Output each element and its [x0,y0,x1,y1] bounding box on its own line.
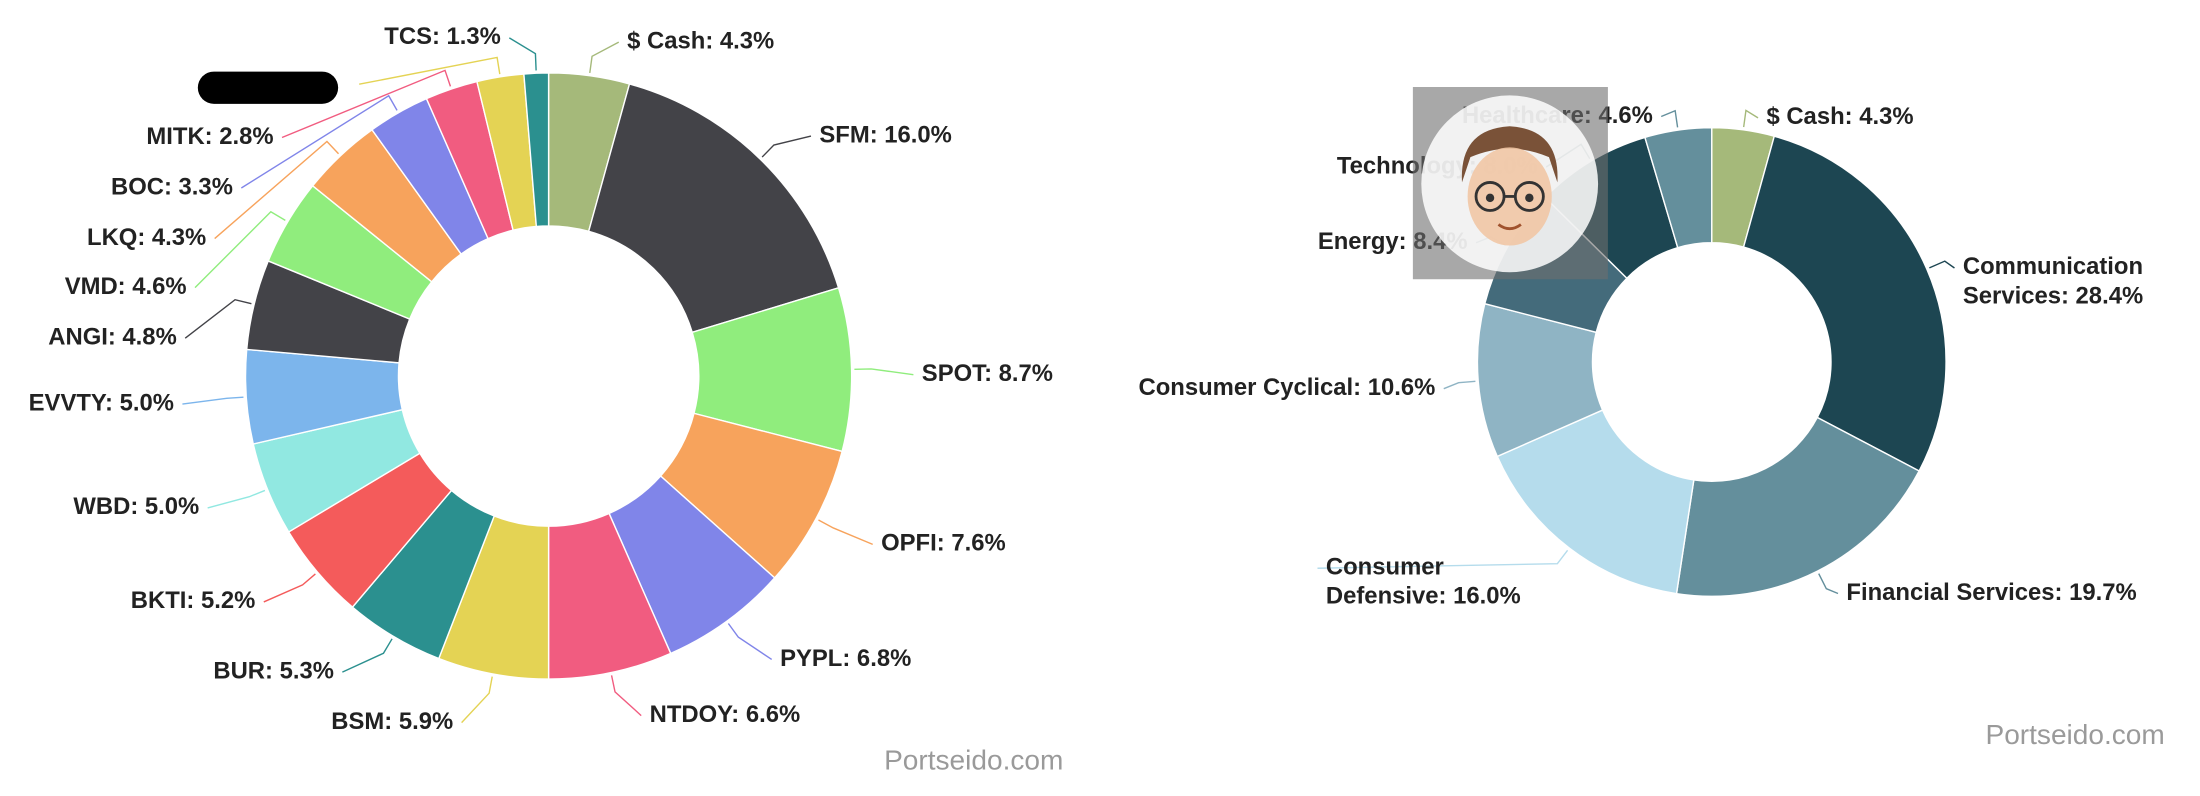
slice-label: Financial Services: 19.7% [1846,579,2136,606]
leader-line [1742,109,1759,128]
leader-line [1818,573,1839,595]
slice [1742,135,1947,472]
slice-label: TCS: 1.3% [384,23,501,50]
leader-line [610,675,642,717]
labels: $ Cash: 4.3% SFM: 16.0% SPOT: 8.7% OPFI: 7.… [29,23,2144,735]
leader-line [1929,260,1955,269]
slice-label: Communication Services: 28.4% [1963,253,2143,309]
leader-line [281,69,452,139]
leader-line [184,298,252,339]
slice-label: WBD: 5.0% [73,493,199,520]
leader-line [818,519,873,546]
leader-line [727,623,773,661]
leader-line [589,41,620,74]
leader-line [461,676,493,724]
slice-label: Consumer Cyclical: 10.6% [1138,374,1435,401]
slice-label: $ Cash: 4.3% [627,27,774,54]
redaction [197,71,339,104]
slice-label: BUR: 5.3% [213,657,334,684]
leader-line [207,489,266,509]
leader-line [342,638,393,673]
slice-label: $ Cash: 4.3% [1766,103,1913,130]
leader-line [761,135,812,158]
slice-label: EVVTY: 5.0% [29,389,174,416]
slice-label: NTDOY: 6.6% [650,701,801,728]
watermark: Portseido.com [1985,719,2164,750]
slices [244,72,1947,680]
slice [1675,416,1921,598]
leader-line [240,94,398,189]
slice-label: BOC: 3.3% [111,173,233,200]
slice-label: LKQ: 4.3% [87,224,206,251]
leader-line [182,396,244,405]
slice-label: BKTI: 5.2% [131,587,256,614]
leader-line [508,37,537,71]
slice-label: PYPL: 6.8% [780,645,911,672]
slice-label: VMD: 4.6% [65,273,187,300]
leader-line [214,140,340,240]
leader-line [359,56,501,85]
slice [587,83,840,334]
slice-label: Consumer Defensive: 16.0% [1326,554,1521,610]
leader-line [263,573,316,603]
avatar-overlay [1412,87,1608,280]
slice [1644,126,1713,249]
slice-label: SFM: 16.0% [819,121,952,148]
leader-line [1443,380,1476,390]
leader-line [194,210,286,289]
slice-label: BSM: 5.9% [331,708,453,735]
leader-line [1660,109,1679,128]
watermark: Portseido.com [884,744,1063,775]
leader-line [1317,549,1569,569]
slice-label: MITK: 2.8% [146,123,273,150]
slice-label: ANGI: 4.8% [48,323,177,350]
slice [523,72,550,228]
slice [1496,409,1695,595]
slice-label: SPOT: 8.7% [922,360,1053,387]
leader-line [854,368,914,376]
slice-label: OPFI: 7.6% [881,530,1006,557]
